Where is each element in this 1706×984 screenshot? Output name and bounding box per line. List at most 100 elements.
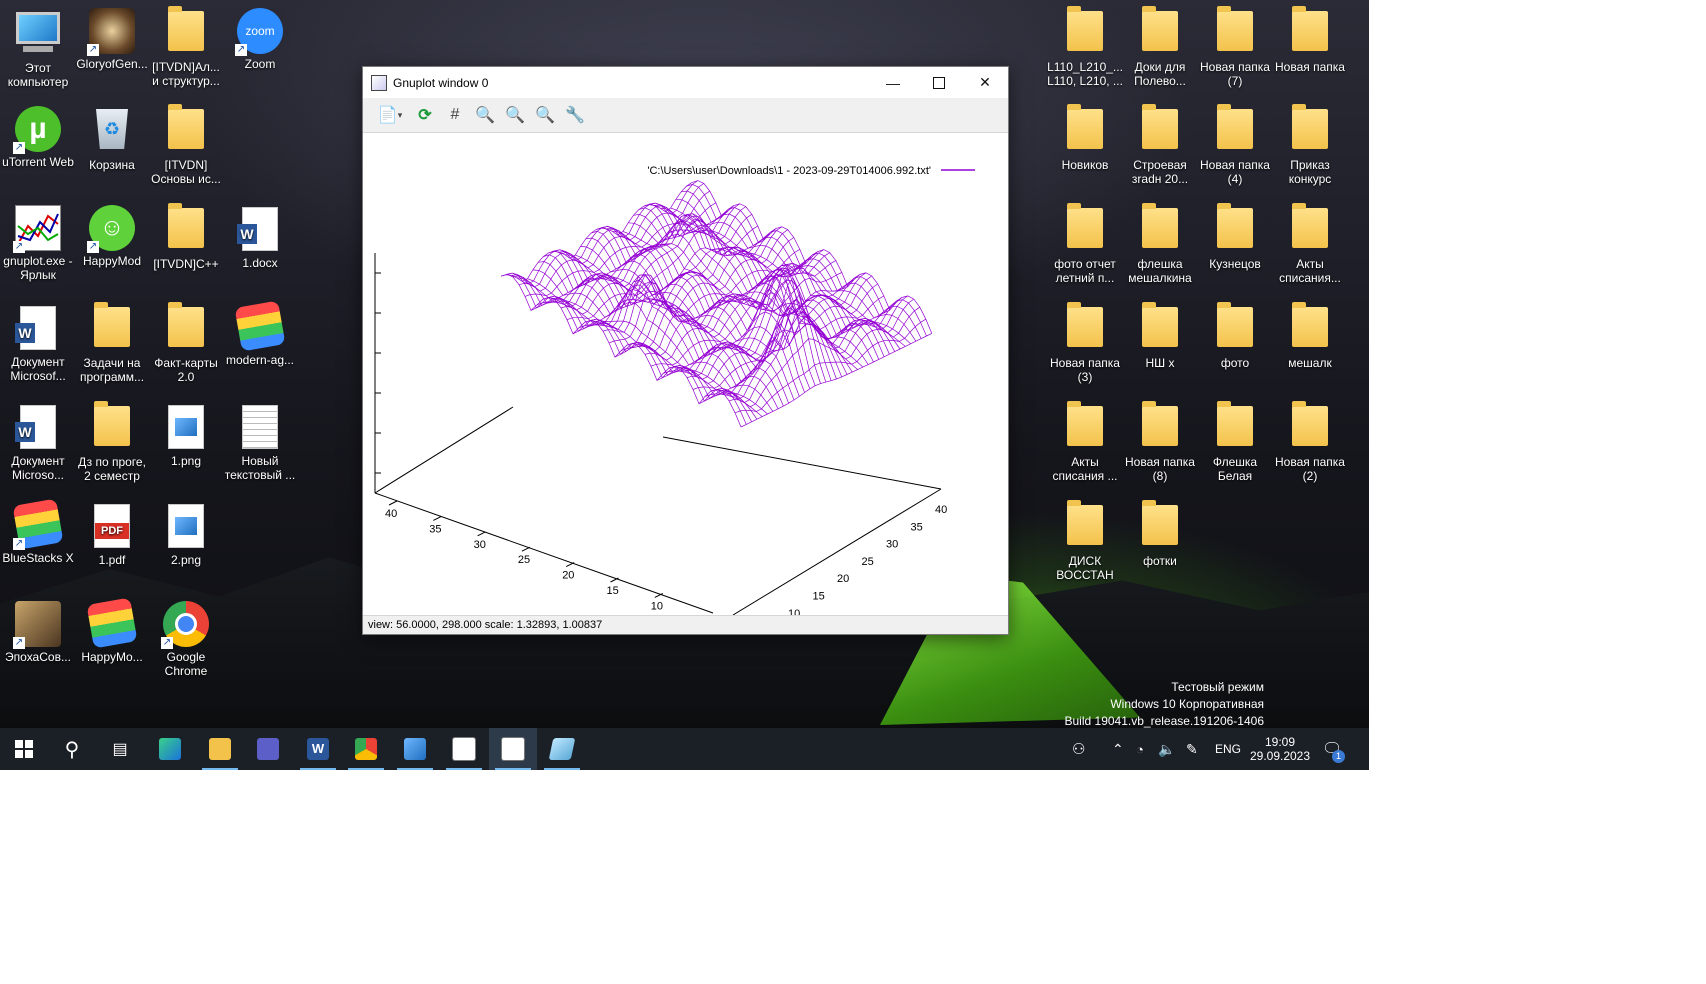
desktop-icon-bluestacks-x[interactable]: BlueStacks X [0, 498, 76, 565]
desktop-folder-nsh[interactable]: НШ х [1122, 302, 1198, 370]
options-button[interactable]: 🔧 [563, 104, 587, 126]
surface-mesh [500, 180, 933, 428]
taskbar-explorer[interactable] [196, 728, 244, 770]
x-tick-mark [610, 577, 619, 583]
desktop-icon-zadachi[interactable]: Задачи на программ... [74, 302, 150, 384]
zoom-next-button[interactable]: 🔍 [503, 104, 527, 126]
desktop-folder-l110[interactable]: L110_L210_... L110, L210, ... [1047, 6, 1123, 88]
desktop-icon-chrome[interactable]: Google Chrome [148, 601, 224, 678]
desktop-icon-dz-po-proge[interactable]: Дз по проге, 2 семестр [74, 401, 150, 483]
desktop-folder-akty-2[interactable]: Акты списания ... [1047, 401, 1123, 483]
language-button[interactable]: ENG [1215, 742, 1242, 756]
taskbar-edge[interactable] [146, 728, 194, 770]
volume-button[interactable]: 🔈 [1158, 728, 1175, 770]
tray-overflow-button[interactable]: ⌃ [1112, 728, 1124, 770]
desktop-folder-doki[interactable]: Доки для Полево... [1122, 6, 1198, 88]
desktop-folder-new-2[interactable]: Новая папка (2) [1272, 401, 1348, 483]
desktop-icon-gloryofgen[interactable]: GloryofGen... [74, 8, 150, 71]
desktop-icon-epoha[interactable]: ЭпохаСов... [0, 601, 76, 664]
desktop-icon-modern-ag[interactable]: modern-ag... [222, 300, 298, 367]
taskbar-teams[interactable] [244, 728, 292, 770]
desktop-icon-2-png[interactable]: 2.png [148, 502, 224, 567]
taskbar-photos[interactable] [391, 728, 439, 770]
notifications-button[interactable]: 🗨 1 [1322, 728, 1345, 770]
task-view-button[interactable]: ▤ [96, 728, 144, 770]
toolbar: 📄 ▾ ⟳ # 🔍 🔍 🔍 🔧 [363, 98, 1008, 133]
taskbar-app[interactable] [538, 728, 586, 770]
desktop-folder-novikov[interactable]: Новиков [1047, 104, 1123, 172]
desktop-icon-happymod[interactable]: ☺ HappyMod [74, 205, 150, 268]
desktop-icon-fakt-karty[interactable]: Факт-карты 2.0 [148, 302, 224, 384]
desktop-folder-new-4[interactable]: Новая папка (4) [1197, 104, 1273, 186]
folder-icon [1137, 302, 1183, 353]
desktop-icon-doc-microsoft-1[interactable]: Документ Microsof... [0, 304, 76, 383]
close-button[interactable]: ✕ [962, 67, 1008, 98]
folder-icon [1287, 6, 1333, 57]
pen-button[interactable]: ✎ [1186, 728, 1198, 770]
desktop-folder-fotki[interactable]: фотки [1122, 500, 1198, 568]
desktop-folder-new-7[interactable]: Новая папка (7) [1197, 6, 1273, 88]
unzoom-button[interactable]: 🔍 [533, 104, 557, 126]
desktop-folder-new[interactable]: Новая папка [1272, 6, 1348, 74]
desktop-folder-new-3[interactable]: Новая папка (3) [1047, 302, 1123, 384]
desktop-icon-doc-microsoft-2[interactable]: Документ Microso... [0, 403, 76, 482]
desktop-icon-happymod-2[interactable]: HappyMo... [74, 597, 150, 664]
mesh-line-col [522, 281, 763, 417]
window-title-bar[interactable]: Gnuplot window 0 — ✕ [363, 67, 1008, 98]
desktop-folder-disk[interactable]: ДИСК ВОССТАН [1047, 500, 1123, 582]
taskbar-gnuplot-2[interactable] [489, 728, 537, 770]
mesh-line-col [538, 261, 779, 409]
desktop-icon-this-computer[interactable]: Этот компьютер [0, 8, 76, 89]
folder-icon [1212, 401, 1258, 452]
back-axis-line-2 [662, 436, 942, 490]
desktop-icon-itvdn-osnovy[interactable]: [ITVDN] Основы ис... [148, 104, 224, 186]
desktop-icon-utorrent[interactable]: µ uTorrent Web [0, 106, 76, 169]
zoom-previous-button[interactable]: 🔍 [473, 104, 497, 126]
search-button[interactable]: ⚲ [48, 728, 96, 770]
desktop-folder-foto[interactable]: фото [1197, 302, 1273, 370]
desktop-folder-fleshka-belaya[interactable]: Флешка Белая [1197, 401, 1273, 483]
mesh-line-col [575, 254, 816, 386]
plot-area[interactable]: 40 35 30 25 20 15 10 40 35 30 25 20 15 10 'C:\Users\u… [363, 133, 1008, 620]
people-button[interactable]: ⚇ [1072, 728, 1085, 770]
folder-icon [1137, 203, 1183, 254]
desktop-icon-new-text[interactable]: Новый текстовый ... [222, 403, 298, 482]
maximize-button[interactable] [916, 67, 962, 98]
desktop-folder-stroevaya[interactable]: Строевая зradн 20... [1122, 104, 1198, 186]
y-tick-label: 15 [813, 591, 825, 603]
taskbar-chrome[interactable] [342, 728, 390, 770]
desktop-folder-prikaz[interactable]: Приказ конкурс [1272, 104, 1348, 186]
taskbar-gnuplot-1[interactable] [440, 728, 488, 770]
folder-icon [1137, 401, 1183, 452]
desktop-icon-1-docx[interactable]: 1.docx [222, 205, 298, 270]
desktop-folder-akty-1[interactable]: Акты списания... [1272, 203, 1348, 285]
taskbar-word[interactable]: W [294, 728, 342, 770]
desktop-icon-zoom[interactable]: zoom Zoom [222, 8, 298, 71]
app-icon [548, 738, 576, 760]
start-button[interactable] [0, 728, 48, 770]
clock[interactable]: 19:09 29.09.2023 [1250, 728, 1310, 770]
desktop-folder-meshalk[interactable]: мешалк [1272, 302, 1348, 370]
desktop-folder-new-8[interactable]: Новая папка (8) [1122, 401, 1198, 483]
network-button[interactable]: ◔ [1136, 728, 1144, 770]
replot-button[interactable]: ⟳ [413, 104, 437, 126]
desktop-icon-itvdn-cpp[interactable]: [ITVDN]C++ [148, 203, 224, 271]
desktop-folder-foto-otchet[interactable]: фото отчет летний п... [1047, 203, 1123, 285]
mesh-line-col [675, 198, 917, 342]
folder-icon [1287, 401, 1333, 452]
folder-icon [1062, 500, 1108, 551]
desktop-icon-itvdn-alg[interactable]: [ITVDN]Ал... и структур... [148, 6, 224, 88]
desktop-folder-fleshka-meshalkina[interactable]: флешка мешалкина [1122, 203, 1198, 285]
copy-options-button[interactable]: 📄 ▾ [373, 104, 407, 126]
mesh-line-col [590, 230, 832, 381]
desktop-folder-kuznetsov[interactable]: Кузнецов [1197, 203, 1273, 271]
notification-count: 1 [1332, 750, 1345, 763]
desktop-icon-1-pdf[interactable]: 1.pdf [74, 502, 150, 567]
desktop-icon-gnuplot[interactable]: gnuplot.exe - Ярлык [0, 205, 76, 282]
mesh-line-col [596, 227, 837, 380]
desktop-icon-1-png[interactable]: 1.png [148, 403, 224, 468]
minimize-button[interactable]: — [886, 74, 900, 91]
desktop-icon-recycle-bin[interactable]: ♻ Корзина [74, 106, 150, 172]
y-tick-label: 10 [788, 608, 800, 615]
grid-button[interactable]: # [443, 104, 467, 126]
